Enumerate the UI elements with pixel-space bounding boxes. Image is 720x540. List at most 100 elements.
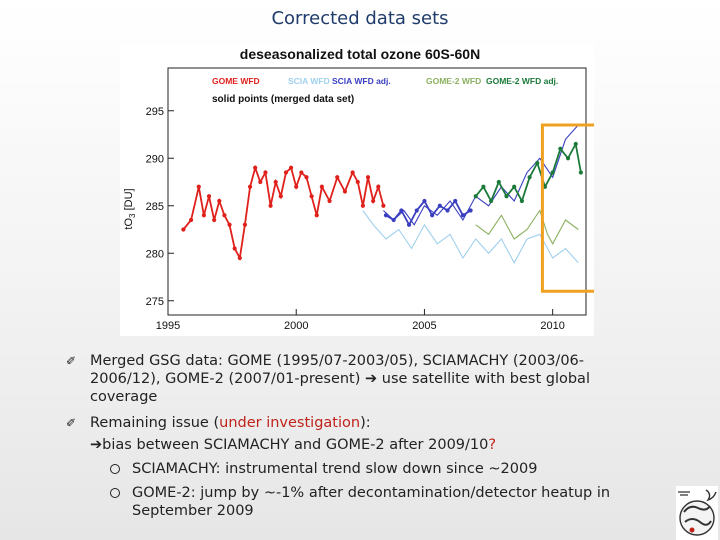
- data-point: [365, 175, 371, 180]
- data-point: [360, 203, 365, 208]
- bullet-merged-data: ✐ Merged GSG data: GOME (1995/07-2003/05…: [66, 352, 646, 406]
- data-point: [453, 198, 458, 204]
- data-point: [206, 194, 212, 199]
- data-point: [294, 184, 299, 189]
- data-point: [383, 213, 389, 218]
- data-point: [422, 198, 427, 204]
- legend-entry: SCIA WFD: [288, 76, 330, 86]
- question-mark: ?: [488, 437, 497, 453]
- data-point: [512, 184, 517, 189]
- x-tick-label: 1995: [156, 320, 180, 332]
- data-point: [237, 255, 242, 261]
- sub-sub-bullet-gome2: GOME-2: jump by ~-1% after decontaminati…: [66, 484, 646, 520]
- legend-note: solid points (merged data set): [212, 94, 354, 105]
- data-point: [253, 165, 258, 170]
- legend-entry: GOME WFD: [212, 76, 260, 86]
- arrow-icon: ➔: [90, 437, 103, 453]
- data-point: [309, 194, 314, 199]
- bullet-text: Remaining issue (: [90, 415, 220, 431]
- data-point: [473, 194, 478, 199]
- bullet-text-end: ):: [360, 415, 371, 431]
- data-point: [247, 184, 253, 189]
- y-tick-label: 280: [146, 248, 164, 260]
- sub-sub-bullet-text: SCIAMACHY: instrumental trend slow down …: [132, 461, 538, 477]
- sub-sub-bullet-sciamachy: SCIAMACHY: instrumental trend slow down …: [66, 460, 646, 478]
- series-line-0: [182, 164, 385, 261]
- data-point: [350, 170, 355, 175]
- bullet-tail: use satellite with best global coverage: [90, 371, 590, 405]
- highlight-box: [540, 123, 594, 293]
- data-point: [558, 146, 563, 151]
- data-point: [542, 184, 548, 189]
- data-point: [212, 217, 217, 223]
- data-point: [573, 141, 578, 147]
- legend-entry: SCIA WFD adj.: [332, 76, 391, 86]
- x-tick-label: 2000: [284, 320, 308, 332]
- institute-logo-icon: [676, 486, 718, 540]
- data-point: [406, 222, 412, 227]
- arrow-icon: ➔: [365, 371, 378, 387]
- highlight-text: under investigation: [219, 415, 361, 431]
- data-point: [481, 184, 486, 189]
- data-point: [201, 213, 207, 218]
- bullet-text: Merged GSG data: GOME (1995/07-2003/05),…: [90, 353, 585, 387]
- x-tick-label: 2005: [412, 320, 436, 332]
- data-point: [232, 246, 237, 251]
- data-point: [376, 184, 381, 189]
- data-point: [550, 170, 555, 175]
- y-tick-label: 295: [146, 106, 164, 118]
- data-point: [468, 208, 473, 213]
- data-point: [399, 208, 404, 213]
- data-point: [460, 213, 466, 218]
- sub-bullet-text: bias between SCIAMACHY and GOME-2 after …: [102, 437, 489, 453]
- sub-sub-bullet-text: GOME-2: jump by ~-1% after decontaminati…: [132, 485, 611, 519]
- data-point: [196, 184, 201, 189]
- data-point: [258, 179, 263, 185]
- data-point: [391, 217, 396, 223]
- data-point: [319, 184, 324, 189]
- legend-entry: GOME-2 WFD adj.: [486, 76, 558, 86]
- data-point: [283, 170, 289, 175]
- chart-svg: deseasonalized total ozone 60S-60N 1995 2…: [123, 46, 594, 332]
- data-point: [578, 170, 583, 175]
- chart-title: deseasonalized total ozone 60S-60N: [240, 46, 480, 62]
- data-point: [414, 208, 419, 213]
- data-point: [527, 175, 532, 180]
- data-point: [519, 198, 524, 204]
- sub-bullet-bias: ➔bias between SCIAMACHY and GOME-2 after…: [66, 436, 646, 454]
- data-point: [242, 222, 248, 227]
- bullet-icon: ✐: [66, 416, 77, 430]
- data-point: [371, 198, 376, 204]
- series-line-4: [475, 209, 579, 245]
- data-point: [335, 175, 340, 180]
- data-point: [314, 213, 319, 218]
- data-point: [489, 198, 494, 204]
- data-point: [381, 203, 386, 208]
- data-point: [278, 194, 283, 199]
- ozone-chart: deseasonalized total ozone 60S-60N 1995 2…: [120, 44, 594, 336]
- series-line-2: [383, 124, 579, 226]
- data-point: [222, 213, 227, 218]
- data-point: [217, 198, 222, 204]
- y-tick-label: 285: [146, 201, 164, 213]
- data-point: [535, 160, 540, 166]
- legend-entry: GOME-2 WFD: [426, 76, 481, 86]
- data-point: [299, 170, 304, 175]
- data-point: [181, 227, 186, 232]
- data-point: [437, 203, 442, 208]
- data-point: [188, 217, 194, 223]
- y-tick-label: 290: [146, 153, 164, 165]
- bullet-list: ✐ Merged GSG data: GOME (1995/07-2003/05…: [66, 352, 646, 520]
- data-point: [504, 194, 509, 199]
- data-point: [227, 222, 232, 227]
- bullet-icon: ✐: [66, 354, 77, 368]
- y-tick-label: 275: [146, 296, 164, 308]
- series-line-5: [475, 141, 582, 204]
- data-point: [565, 156, 571, 161]
- ring-bullet-icon: [110, 464, 120, 474]
- y-axis-label: tO3 [DU]: [123, 188, 137, 229]
- slide-title: Corrected data sets: [271, 8, 449, 29]
- data-point: [342, 189, 348, 194]
- ring-bullet-icon: [110, 488, 120, 498]
- data-point: [430, 213, 435, 218]
